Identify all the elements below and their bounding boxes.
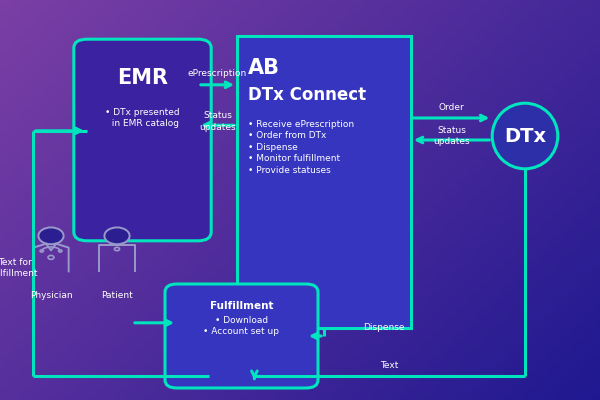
Text: • Receive ePrescription
• Order from DTx
• Dispense
• Monitor fulfillment
• Prov: • Receive ePrescription • Order from DTx… <box>248 120 354 175</box>
FancyBboxPatch shape <box>165 284 318 388</box>
Text: Text for
fulfillment: Text for fulfillment <box>0 258 38 278</box>
Text: • DTx presented
  in EMR catalog: • DTx presented in EMR catalog <box>105 108 180 128</box>
Text: DTx: DTx <box>504 126 546 146</box>
FancyBboxPatch shape <box>237 36 411 328</box>
Text: DTx Connect: DTx Connect <box>248 86 366 104</box>
Text: Text: Text <box>380 362 399 370</box>
Text: • Download
• Account set up: • Download • Account set up <box>203 316 280 336</box>
Text: Status
updates: Status updates <box>433 126 470 146</box>
Circle shape <box>38 228 64 244</box>
Text: Physician: Physician <box>29 292 73 300</box>
Text: ePrescription: ePrescription <box>188 69 247 78</box>
Text: AB: AB <box>248 58 280 78</box>
Circle shape <box>104 228 130 244</box>
Text: EMR: EMR <box>117 68 168 88</box>
FancyBboxPatch shape <box>74 39 211 241</box>
Text: Fulfillment: Fulfillment <box>210 301 273 311</box>
Text: Status
updates: Status updates <box>199 111 236 132</box>
Text: Dispense: Dispense <box>363 324 404 332</box>
Ellipse shape <box>492 103 558 169</box>
Text: Order: Order <box>439 104 464 112</box>
Text: Patient: Patient <box>101 292 133 300</box>
